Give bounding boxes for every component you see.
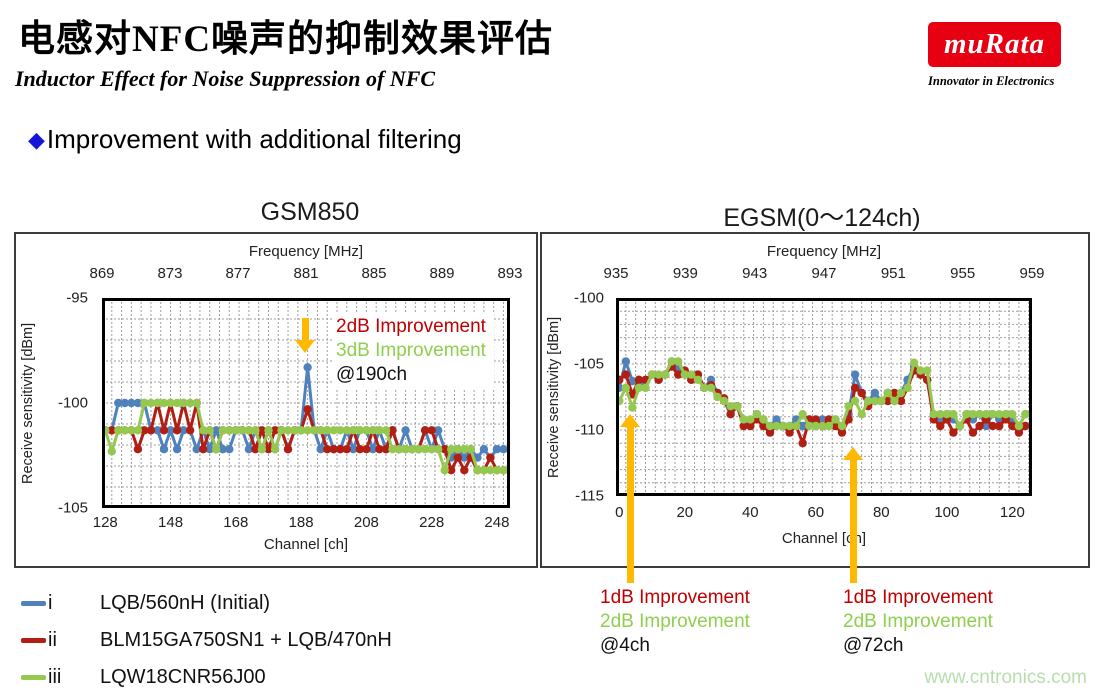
axis-tick-label: 947 [811, 265, 837, 282]
axis-tick-label: 943 [742, 265, 768, 282]
axis-tick-label: 885 [361, 265, 387, 282]
gsm850-chart-panel: Frequency [MHz] 869 873 877 881 885 889 893 -9… [14, 232, 538, 568]
axis-tick-label: 881 [293, 265, 319, 282]
egsm-top-axis-label: Frequency [MHz] [766, 243, 882, 260]
axis-tick-label: 80 [872, 504, 890, 521]
axis-tick-label: 0 [615, 504, 624, 521]
axis-tick-label: 877 [225, 265, 251, 282]
page-subtitle: Inductor Effect for Noise Suppression of… [15, 66, 436, 91]
legend-label: BLM15GA750SN1 + LQB/470nH [100, 629, 392, 651]
gsm850-x-axis-label: Channel [ch] [263, 536, 349, 553]
legend-item-lqw: iii LQW18CNR56J00 [0, 664, 440, 694]
legend-numeral: ii [48, 629, 57, 651]
section-bullet: ◆ Improvement with additional filtering [28, 124, 462, 155]
legend-label: LQW18CNR56J00 [100, 666, 266, 688]
annotation-line-channel: @4ch [600, 635, 650, 656]
axis-tick-label: -105 [57, 499, 88, 517]
axis-tick-label: 148 [158, 514, 184, 531]
legend-dash-blue-icon [21, 601, 46, 606]
axis-tick-label: 893 [497, 265, 523, 282]
axis-tick-label: 188 [288, 514, 314, 531]
gsm850-top-axis-label: Frequency [MHz] [248, 243, 364, 260]
annotation-line-green: 2dB Improvement [843, 611, 993, 632]
axis-tick-label: 100 [934, 504, 960, 521]
improvement-arrow-up-72ch-icon [843, 447, 864, 583]
axis-tick-label: 20 [676, 504, 694, 521]
annotation-line-red: 1dB Improvement [843, 587, 993, 608]
egsm-annotation-4ch: 1dB Improvement 2dB Improvement @4ch [600, 586, 750, 658]
egsm-x-axis-ticks: 0 20 40 60 80 100 120 [615, 504, 1032, 524]
legend-numeral: i [48, 592, 53, 614]
axis-tick-label: 228 [419, 514, 445, 531]
annotation-line-green: 2dB Improvement [600, 611, 750, 632]
axis-tick-label: 959 [1019, 265, 1045, 282]
axis-tick-label: -100 [57, 394, 88, 412]
annotation-line-red: 1dB Improvement [600, 587, 750, 608]
egsm-plot-area [616, 298, 1032, 496]
axis-tick-label: -110 [575, 421, 604, 439]
axis-tick-label: 40 [741, 504, 759, 521]
axis-tick-label: -100 [573, 289, 604, 307]
chart-title-gsm850: GSM850 [260, 198, 360, 226]
annotation-line-green: 3dB Improvement [336, 340, 486, 361]
murata-tagline: Innovator in Electronics [928, 74, 1055, 88]
axis-tick-label: 873 [157, 265, 183, 282]
murata-logo: muRata [928, 22, 1061, 67]
axis-tick-label: 869 [89, 265, 115, 282]
axis-tick-label: 120 [999, 504, 1025, 521]
egsm-x-axis-label: Channel [ch] [781, 530, 867, 547]
legend-numeral: iii [48, 666, 62, 688]
section-bullet-text: Improvement with additional filtering [46, 124, 462, 154]
chart-title-egsm: EGSM(0～124ch) [723, 204, 921, 232]
legend-item-initial: i LQB/560nH (Initial) [0, 590, 440, 620]
watermark: www.cntronics.com [924, 667, 1087, 688]
axis-tick-label: 168 [223, 514, 249, 531]
page-title: 电感对NFC噪声的抑制效果评估 [18, 19, 554, 60]
murata-logo-text: muRata [943, 28, 1046, 60]
improvement-arrow-down-190ch-icon [295, 318, 316, 353]
annotation-line-channel: @190ch [336, 364, 408, 385]
improvement-arrow-up-4ch-icon [620, 414, 641, 583]
gsm850-y-axis-ticks: -95 -100 -105 [46, 290, 94, 517]
gsm850-y-axis-label: Receive sensitivity [dBm] [20, 322, 36, 484]
axis-tick-label: 889 [429, 265, 455, 282]
legend-dash-red-icon [21, 638, 46, 643]
annotation-line-red: 2dB Improvement [336, 316, 486, 337]
diamond-bullet-icon: ◆ [28, 126, 45, 152]
legend-label: LQB/560nH (Initial) [100, 592, 271, 614]
egsm-y-axis-ticks: -100 -105 -110 -115 [562, 290, 610, 505]
axis-tick-label: 60 [807, 504, 825, 521]
gsm850-x-axis-ticks: 128 148 168 188 208 228 248 [93, 514, 510, 534]
axis-tick-label: 935 [603, 265, 629, 282]
axis-tick-label: 208 [353, 514, 379, 531]
gsm850-top-axis-ticks: 869 873 877 881 885 889 893 [89, 265, 522, 285]
egsm-top-axis-ticks: 935 939 943 947 951 955 959 [603, 265, 1044, 285]
egsm-y-axis-label: Receive sensitivity [dBm] [546, 316, 562, 478]
egsm-chart-panel: Frequency [MHz] 935 939 943 947 951 955 959 -1… [540, 232, 1090, 568]
legend-item-blm-lqb: ii BLM15GA750SN1 + LQB/470nH [0, 627, 440, 657]
legend-dash-green-icon [21, 675, 46, 680]
gsm850-annotation: 2dB Improvement 3dB Improvement @190ch [332, 314, 494, 390]
axis-tick-label: 955 [950, 265, 976, 282]
axis-tick-label: -115 [575, 487, 604, 505]
axis-tick-label: 248 [484, 514, 510, 531]
axis-tick-label: 128 [92, 514, 118, 531]
axis-tick-label: 951 [880, 265, 906, 282]
axis-tick-label: 939 [672, 265, 698, 282]
annotation-line-channel: @72ch [843, 635, 904, 656]
axis-tick-label: -95 [66, 289, 88, 307]
egsm-annotation-72ch: 1dB Improvement 2dB Improvement @72ch [843, 586, 993, 658]
axis-tick-label: -105 [573, 355, 604, 373]
